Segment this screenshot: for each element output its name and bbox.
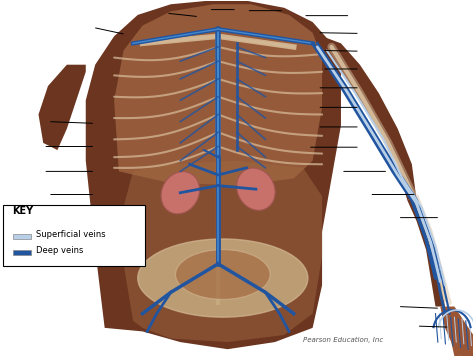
Ellipse shape	[161, 172, 200, 214]
Polygon shape	[407, 200, 445, 307]
Ellipse shape	[237, 168, 275, 210]
Bar	[12, 250, 31, 255]
Polygon shape	[445, 310, 464, 357]
Polygon shape	[436, 307, 474, 357]
Text: Superficial veins: Superficial veins	[36, 230, 106, 239]
Bar	[12, 233, 31, 239]
Text: Deep veins: Deep veins	[36, 246, 83, 255]
Ellipse shape	[138, 239, 308, 317]
Ellipse shape	[175, 250, 270, 300]
Polygon shape	[322, 36, 417, 200]
FancyBboxPatch shape	[3, 205, 145, 266]
Polygon shape	[86, 1, 341, 349]
Polygon shape	[38, 65, 86, 150]
Text: Pearson Education, Inc: Pearson Education, Inc	[303, 337, 383, 343]
Text: KEY: KEY	[12, 206, 34, 216]
Polygon shape	[114, 4, 322, 186]
Polygon shape	[455, 307, 474, 357]
Polygon shape	[124, 161, 322, 342]
